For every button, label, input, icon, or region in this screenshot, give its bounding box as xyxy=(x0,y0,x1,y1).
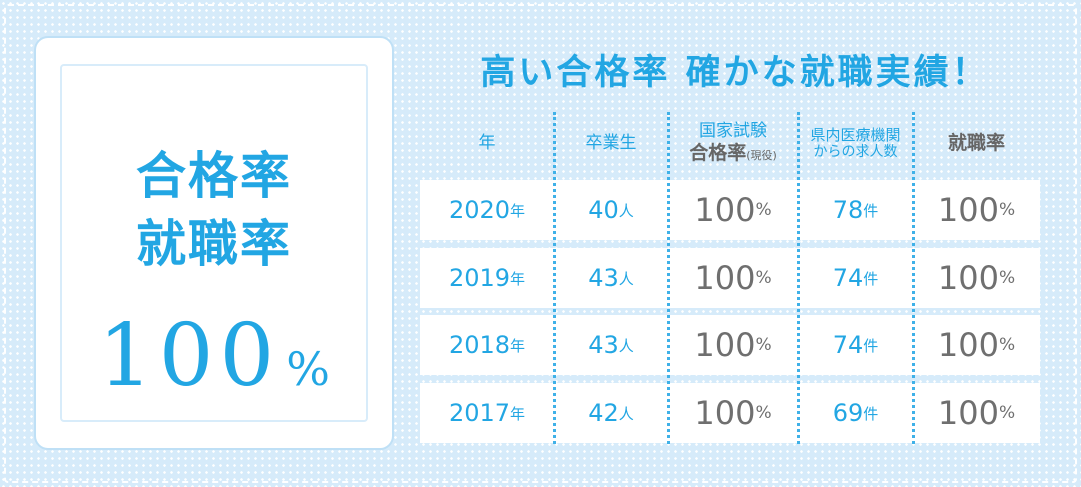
cell-unit: 人 xyxy=(618,201,634,220)
card-headline: 就職率 xyxy=(136,215,292,273)
cell-number: 100 xyxy=(694,191,756,229)
header-cell: 就職率 xyxy=(913,112,1040,174)
table-cell: 40 人 xyxy=(554,180,668,240)
header-cell: 県内医療機関 からの求人数 xyxy=(798,112,913,174)
cell-unit: % xyxy=(755,268,772,288)
header-cell: 年 xyxy=(420,112,554,174)
table-cell: 100% xyxy=(913,180,1040,240)
column-separator xyxy=(667,112,670,444)
card-border xyxy=(60,64,368,422)
cell-number: 2017 xyxy=(448,399,511,427)
table-cell: 2018 年 xyxy=(420,315,554,375)
frame xyxy=(4,4,1077,483)
table-cell: 100% xyxy=(913,315,1040,375)
card-headline: 合格率 xyxy=(136,147,292,205)
table-row: 2019 年 43 人 100% 74 件 100% xyxy=(420,248,1040,308)
cell-number: 100 xyxy=(937,394,999,432)
cell-number: 43 xyxy=(588,331,619,359)
table-cell: 43 人 xyxy=(554,248,668,308)
cell-number: 69 xyxy=(832,399,864,427)
cell-unit: % xyxy=(998,335,1016,355)
header-line: からの求人数 xyxy=(813,143,898,160)
table-cell: 100% xyxy=(913,383,1040,443)
cell-number: 2019 xyxy=(448,264,511,292)
table-cell: 100% xyxy=(668,248,798,308)
table-cell: 2020 年 xyxy=(420,180,554,240)
table-cell: 43 人 xyxy=(554,315,668,375)
table-cell: 74 件 xyxy=(798,248,913,308)
cell-unit: 件 xyxy=(863,269,879,288)
table-cell: 100% xyxy=(668,315,798,375)
cell-number: 100 xyxy=(937,326,999,364)
header-line: 就職率 xyxy=(947,131,1005,154)
table-cell: 100% xyxy=(668,180,798,240)
header-strong: 合格率 xyxy=(689,141,747,164)
header-line: 国家試験 xyxy=(699,121,767,142)
cell-unit: % xyxy=(755,335,772,355)
header-note: (現役) xyxy=(746,148,777,162)
header-cell: 国家試験 合格率(現役) xyxy=(668,112,798,174)
table-cell: 74 件 xyxy=(798,315,913,375)
table-cell: 78 件 xyxy=(798,180,913,240)
cell-number: 74 xyxy=(832,264,864,292)
table-cell: 69 件 xyxy=(798,383,913,443)
cell-unit: 年 xyxy=(510,336,526,355)
cell-number: 43 xyxy=(588,264,619,292)
cell-number: 100 xyxy=(694,326,756,364)
cell-number: 42 xyxy=(588,399,619,427)
cell-unit: % xyxy=(755,200,772,220)
column-separator xyxy=(797,112,800,444)
header-line: 年 xyxy=(478,132,496,153)
table-cell: 2017 年 xyxy=(420,383,554,443)
cell-unit: 人 xyxy=(618,336,634,355)
table-cell: 100% xyxy=(668,383,798,443)
table-cell: 2019 年 xyxy=(420,248,554,308)
cell-unit: 年 xyxy=(510,201,526,220)
cell-number: 100 xyxy=(694,259,756,297)
highlight-card: 合格率 就職率 100% xyxy=(42,44,386,442)
title: 高い合格率 確かな就職実績！ xyxy=(480,53,990,93)
cell-unit: 件 xyxy=(863,201,879,220)
cell-unit: 人 xyxy=(618,269,634,288)
cell-unit: % xyxy=(998,268,1016,288)
card-unit: % xyxy=(286,342,330,396)
header-line: 合格率(現役) xyxy=(689,142,777,165)
table-cell: 42 人 xyxy=(554,383,668,443)
table-row: 2018 年 43 人 100% 74 件 100% xyxy=(420,315,1040,375)
card-value: 100% xyxy=(42,306,386,406)
cell-number: 100 xyxy=(937,191,999,229)
cell-unit: 件 xyxy=(863,404,879,423)
table-cell: 100% xyxy=(913,248,1040,308)
cell-number: 2020 xyxy=(448,196,511,224)
cell-unit: % xyxy=(755,403,772,423)
cell-number: 100 xyxy=(937,259,999,297)
cell-unit: 年 xyxy=(510,404,526,423)
header-line: 県内医療機関 xyxy=(810,125,901,144)
cell-unit: 件 xyxy=(863,336,879,355)
header-line: 卒業生 xyxy=(585,132,637,153)
cell-unit: 年 xyxy=(510,269,526,288)
cell-number: 78 xyxy=(832,196,864,224)
header-cell: 卒業生 xyxy=(554,112,668,174)
cell-unit: 人 xyxy=(618,404,634,423)
column-separator xyxy=(553,112,556,444)
cell-number: 2018 xyxy=(448,331,511,359)
table-row: 2017 年 42 人 100% 69 件 100% xyxy=(420,383,1040,443)
column-separator xyxy=(912,112,915,444)
cell-number: 40 xyxy=(588,196,619,224)
cell-unit: % xyxy=(998,403,1016,423)
cell-number: 74 xyxy=(832,331,864,359)
cell-unit: % xyxy=(998,200,1016,220)
cell-number: 100 xyxy=(694,394,756,432)
table-row: 2020 年 40 人 100% 78 件 100% xyxy=(420,180,1040,240)
card-number: 100 xyxy=(98,306,281,406)
